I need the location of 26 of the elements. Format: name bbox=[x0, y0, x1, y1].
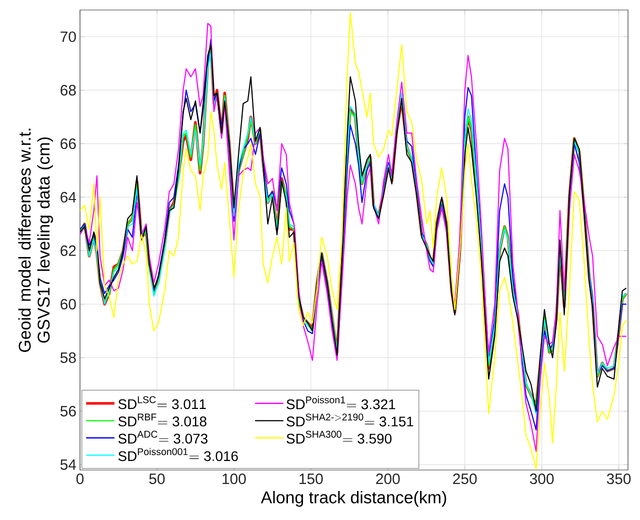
y-tick-label: 70 bbox=[60, 31, 76, 42]
legend-label: $\mathrm{SD}^{\mathrm{RBF}}\mathrm{=3.018}$ bbox=[118, 414, 206, 426]
x-tick-label: 250 bbox=[453, 474, 477, 484]
legend-label: $\mathrm{SD}^{\mathrm{ADC}}\mathrm{=3.073}$ bbox=[118, 430, 208, 444]
x-tick-label: 150 bbox=[300, 474, 323, 484]
y-tick-label: 66 bbox=[60, 138, 76, 149]
legend-label: $\mathrm{SD}^{\mathrm{SHA300}}\mathrm{=3.590}$ bbox=[286, 430, 392, 444]
legend-label: $\mathrm{SD}^{\mathrm{Poisson001}}\mathrm{=3.016}$ bbox=[118, 448, 238, 462]
y-axis-title: Geoid model differences w.r.t. GSVS17 leveling data (cm) bbox=[18, 128, 54, 352]
x-tick-label: 200 bbox=[376, 474, 400, 484]
x-tick-label: 0 bbox=[76, 474, 84, 484]
y-tick-label: 60 bbox=[60, 298, 76, 310]
y-tick-label: 62 bbox=[60, 245, 76, 256]
y-tick-label: 56 bbox=[60, 406, 76, 416]
x-tick-label: 50 bbox=[149, 474, 165, 484]
x-tick-label: 300 bbox=[530, 474, 554, 484]
x-tick-label: 350 bbox=[606, 474, 631, 484]
legend-label: $\mathrm{SD}^{\mathrm{Poisson1}}\mathrm{=3.321}$ bbox=[286, 396, 396, 410]
y-tick-label: 58 bbox=[60, 352, 76, 363]
y-tick-label: 64 bbox=[60, 192, 76, 202]
x-axis-title: Along track distance(km) bbox=[260, 490, 446, 507]
y-tick-label: 54 bbox=[60, 459, 76, 470]
legend-label: $\mathrm{SD}^{\mathrm{SHA2\text{-}{>}2190}}\mathrm{=3.151}$ bbox=[286, 414, 414, 426]
x-tick-label: 100 bbox=[222, 474, 246, 484]
y-tick-label: 68 bbox=[60, 84, 76, 96]
legend-label: $\mathrm{SD}^{\mathrm{LSC}}\mathrm{=3.011}$ bbox=[118, 396, 206, 410]
